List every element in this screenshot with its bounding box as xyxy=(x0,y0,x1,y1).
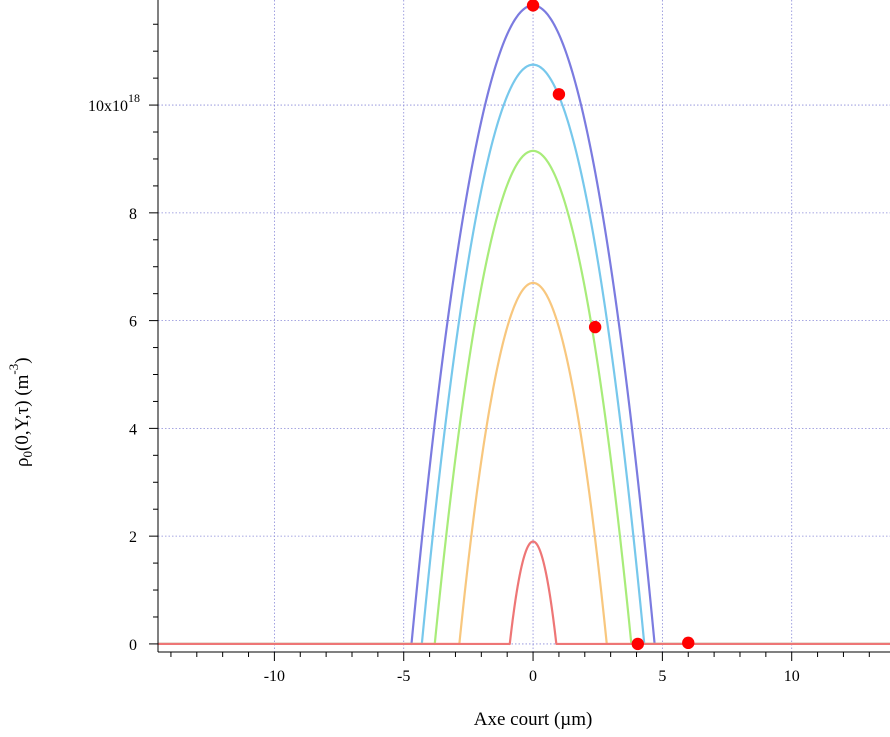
y-tick-label: 0 xyxy=(129,637,137,654)
tick-labels: -10 -5 0 5 10 0 2 4 6 8 xyxy=(129,206,800,685)
x-tick-label: 0 xyxy=(529,668,537,685)
x-tick-label: -10 xyxy=(264,668,285,685)
x-tick-label: -5 xyxy=(397,668,410,685)
y-title-exp: -3 xyxy=(6,364,21,375)
y-title-rho: ρ xyxy=(12,458,33,467)
y-title-sub: 0 xyxy=(20,451,35,458)
series-group xyxy=(158,4,890,646)
axes xyxy=(149,0,890,661)
y-tick-label: 8 xyxy=(129,206,137,223)
x-tick-label: 10 xyxy=(784,668,800,685)
y-title-args: (0,Y,τ) (m xyxy=(12,374,33,451)
y-axis-title: ρ0(0,Y,τ) (m-3) xyxy=(6,357,35,467)
series-line-3 xyxy=(158,149,890,646)
data-point-5 xyxy=(682,636,695,650)
y-exponent-prefix: 10x10 xyxy=(88,98,128,115)
y-tick-label: 4 xyxy=(129,421,137,438)
x-axis-title: Axe court (µm) xyxy=(474,709,593,730)
x-tick-label: 5 xyxy=(658,668,666,685)
data-point-1 xyxy=(526,0,540,12)
y-title-close: ) xyxy=(12,357,33,363)
y-tick-label: 6 xyxy=(129,314,137,331)
series-line-5 xyxy=(158,540,890,646)
data-point-4 xyxy=(631,637,645,651)
markers-group xyxy=(526,0,695,651)
y-tick-label: 2 xyxy=(129,529,137,546)
series-line-2 xyxy=(158,63,890,646)
data-point-3 xyxy=(588,320,602,334)
data-point-2 xyxy=(552,88,566,101)
series-line-4 xyxy=(158,281,890,646)
y-exponent-label: 10x1018 xyxy=(88,91,140,115)
y-exponent-power: 18 xyxy=(128,91,140,105)
series-line-1 xyxy=(158,4,890,646)
